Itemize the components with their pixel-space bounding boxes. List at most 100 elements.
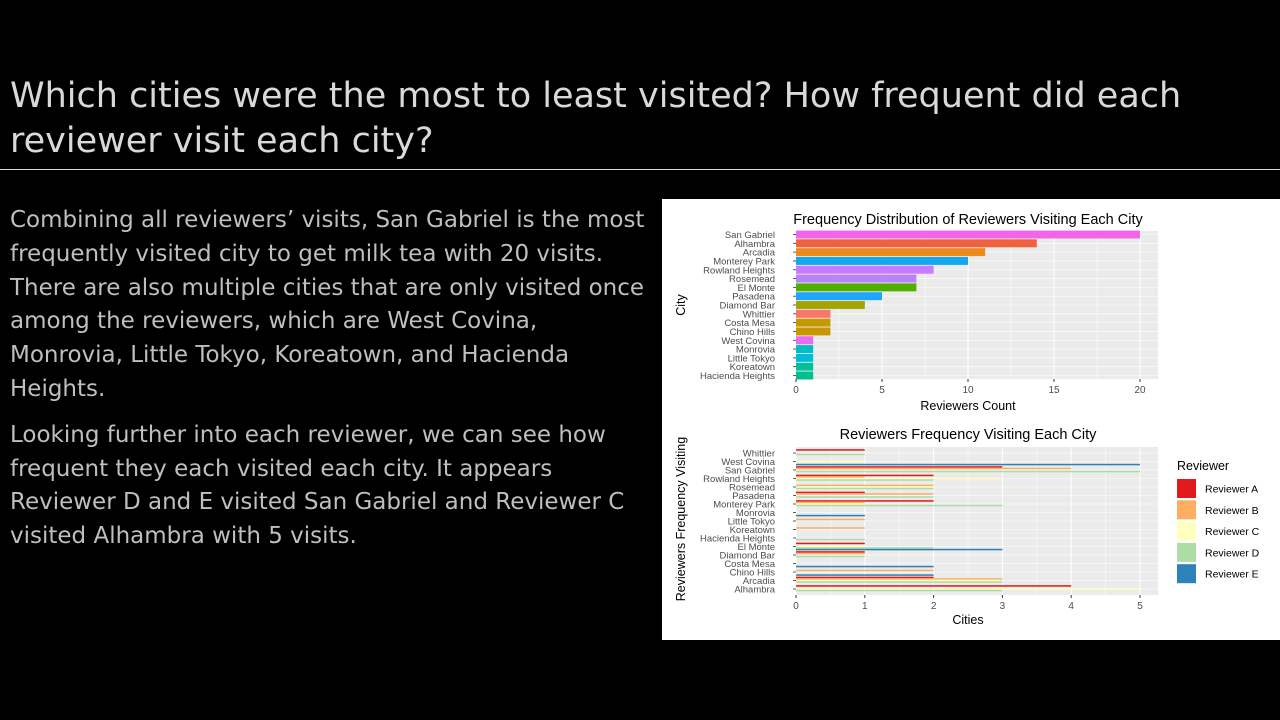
- c2-ytick-label: Hacienda Heights: [700, 534, 775, 545]
- bar-pasadena: [796, 292, 882, 301]
- bar-el-monte-reviewer-e: [796, 548, 1003, 551]
- c1-ytick-label: El Monte: [738, 283, 776, 294]
- c1-ytick-label: Chino Hills: [730, 327, 776, 338]
- c1-ytick-label: Little Tokyo: [728, 353, 775, 364]
- bar-alhambra: [796, 239, 1037, 248]
- c1-ytick-label: Arcadia: [743, 248, 776, 259]
- legend-label-reviewer-c: Reviewer C: [1205, 526, 1260, 538]
- c1-ytick-label: Costa Mesa: [724, 318, 775, 329]
- c2-ytick-label: El Monte: [738, 542, 776, 553]
- bar-san-gabriel-reviewer-b: [796, 467, 1072, 470]
- c2-ytick-label: San Gabriel: [725, 466, 775, 477]
- legend-title: Reviewer: [1177, 459, 1229, 473]
- c1-xtick-label: 15: [1048, 385, 1060, 396]
- c2-ytick-label: Arcadia: [743, 576, 776, 587]
- bar-monterey-park-reviewer-a: [796, 500, 934, 502]
- chart2-ylabel: Reviewers Frequency Visiting: [674, 437, 688, 601]
- bar-arcadia: [796, 248, 986, 257]
- title-divider: [0, 169, 1280, 170]
- legend-swatch-reviewer-d: [1177, 542, 1196, 562]
- c1-ytick-label: San Gabriel: [725, 230, 775, 241]
- bar-little-tokyo-reviewer-b: [796, 518, 865, 521]
- bar-monterey-park-reviewer-d: [796, 504, 1003, 507]
- c2-ytick-label: Alhambra: [734, 585, 775, 596]
- chart1-xlabel: Reviewers Count: [920, 399, 1016, 413]
- bar-arcadia-reviewer-b: [796, 578, 1003, 580]
- bar-diamond-bar-reviewer-b: [796, 552, 865, 555]
- bar-diamond-bar-reviewer-a: [796, 551, 865, 553]
- bar-chino-hills-reviewer-b: [796, 569, 934, 572]
- bar-whittier-reviewer-d: [796, 453, 865, 456]
- c1-ytick-label: Rowland Heights: [703, 265, 775, 276]
- bar-rosemead-reviewer-d: [796, 487, 934, 490]
- c1-xtick-label: 20: [1134, 385, 1146, 396]
- legend-label-reviewer-e: Reviewer E: [1205, 569, 1259, 581]
- bar-whittier-reviewer-a: [796, 449, 865, 451]
- bar-rowland-heights-reviewer-a: [796, 474, 934, 477]
- c1-ytick-label: Diamond Bar: [720, 301, 775, 312]
- c2-xtick-label: 5: [1137, 601, 1143, 612]
- bar-koreatown-reviewer-b: [796, 527, 865, 529]
- bar-monterey-park: [796, 256, 968, 265]
- bar-diamond-bar: [796, 301, 865, 309]
- c2-ytick-label: Pasadena: [732, 491, 776, 502]
- c1-ytick-label: Whittier: [743, 309, 775, 320]
- c2-ytick-label: Whittier: [743, 449, 775, 460]
- c1-ytick-label: Monterey Park: [713, 256, 775, 267]
- chart1-title: Frequency Distribution of Reviewers Visi…: [793, 212, 1143, 228]
- bar-pasadena-reviewer-d: [796, 496, 934, 498]
- c1-ytick-label: Hacienda Heights: [700, 371, 775, 382]
- c2-ytick-label: Chino Hills: [730, 568, 776, 579]
- c2-ytick-label: Rowland Heights: [703, 474, 775, 485]
- c2-ytick-label: Koreatown: [730, 525, 775, 536]
- c2-xtick-label: 3: [1000, 601, 1006, 612]
- c2-xtick-label: 1: [862, 601, 868, 612]
- c2-xtick-label: 0: [793, 601, 799, 612]
- c1-xtick-label: 5: [879, 385, 885, 396]
- bar-rosemead: [796, 274, 917, 283]
- bar-whittier: [796, 309, 831, 318]
- paragraph-2: Looking further into each reviewer, we c…: [10, 421, 625, 550]
- bar-rowland-heights: [796, 265, 934, 274]
- slide-title: Which cities were the most to least visi…: [10, 76, 1182, 161]
- legend-label-reviewer-b: Reviewer B: [1205, 505, 1259, 517]
- bar-west-covina: [796, 336, 814, 345]
- legend-swatch-reviewer-b: [1177, 500, 1196, 520]
- bar-hacienda-heights: [796, 371, 814, 380]
- bar-monrovia: [796, 345, 814, 354]
- bar-alhambra-reviewer-c: [796, 588, 1140, 590]
- c1-xtick-label: 10: [962, 385, 974, 396]
- c2-xtick-label: 2: [931, 601, 937, 612]
- bar-rosemead-reviewer-b: [796, 484, 934, 487]
- bar-arcadia-reviewer-a: [796, 576, 934, 579]
- bar-costa-mesa-reviewer-e: [796, 565, 934, 568]
- bar-el-monte-reviewer-d: [796, 547, 934, 549]
- c1-ytick-label: Pasadena: [732, 292, 776, 303]
- legend-label-reviewer-a: Reviewer A: [1205, 484, 1258, 496]
- bar-chino-hills-reviewer-e: [796, 574, 934, 576]
- chart2-title: Reviewers Frequency Visiting Each City: [840, 427, 1098, 443]
- bar-monterey-park-reviewer-c: [796, 503, 865, 505]
- bar-el-monte-reviewer-a: [796, 542, 865, 545]
- slide-body: Combining all reviewers’ visits, San Gab…: [10, 204, 650, 566]
- bar-koreatown: [796, 362, 814, 371]
- bar-hacienda-heights-reviewer-d: [796, 538, 865, 541]
- bar-rowland-heights-reviewer-d: [796, 479, 934, 481]
- c2-ytick-label: Diamond Bar: [720, 551, 775, 562]
- c2-ytick-label: Rosemead: [729, 483, 775, 494]
- c1-ytick-label: Koreatown: [730, 362, 775, 373]
- bar-west-covina-reviewer-e: [796, 463, 1140, 466]
- c1-ytick-label: Alhambra: [734, 239, 775, 250]
- c2-xtick-label: 4: [1068, 601, 1074, 612]
- bar-costa-mesa: [796, 318, 831, 327]
- bar-monterey-park-reviewer-b: [796, 501, 865, 504]
- bar-diamond-bar-reviewer-d: [796, 555, 865, 558]
- chart-panel: Frequency Distribution of Reviewers Visi…: [662, 199, 1280, 640]
- chart1-ylabel: City: [674, 293, 688, 315]
- legend-swatch-reviewer-c: [1177, 521, 1196, 541]
- legend-swatch-reviewer-e: [1177, 564, 1196, 584]
- city-frequency-chart: Frequency Distribution of Reviewers Visi…: [674, 212, 1158, 413]
- bar-san-gabriel: [796, 230, 1140, 239]
- c2-ytick-label: Monterey Park: [713, 500, 775, 511]
- charts-svg: Frequency Distribution of Reviewers Visi…: [674, 212, 1260, 627]
